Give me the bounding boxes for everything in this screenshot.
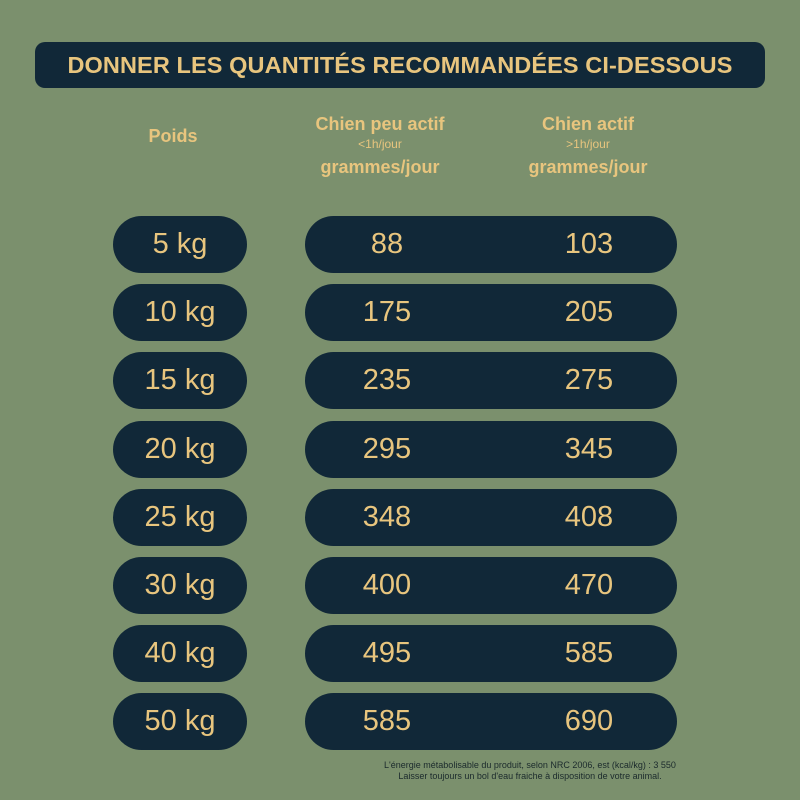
active-sub: >1h/jour bbox=[566, 137, 610, 151]
weight-value: 20 kg bbox=[144, 433, 216, 465]
table-row: 585 690 bbox=[305, 693, 677, 750]
weight-value: 40 kg bbox=[144, 637, 216, 669]
weight-header-label: Poids bbox=[148, 126, 198, 146]
low-activity-grams: 88 bbox=[370, 228, 404, 260]
table-row: 495 585 bbox=[305, 625, 677, 682]
weight-value: 25 kg bbox=[144, 501, 216, 533]
active-unit: grammes/jour bbox=[528, 157, 648, 177]
footnote-energy: L'énergie métabolisable du produit, selo… bbox=[384, 760, 676, 770]
weight-pill: 50 kg bbox=[113, 693, 247, 750]
weight-pill: 40 kg bbox=[113, 625, 247, 682]
table-row: 235 275 bbox=[305, 352, 677, 409]
weight-value: 30 kg bbox=[144, 569, 216, 601]
low-activity-grams: 495 bbox=[362, 637, 412, 669]
weight-pill: 15 kg bbox=[113, 352, 247, 409]
weight-pill: 5 kg bbox=[113, 216, 247, 273]
weight-value: 10 kg bbox=[144, 296, 216, 328]
active-grams: 205 bbox=[564, 296, 614, 328]
low-activity-grams: 400 bbox=[362, 569, 412, 601]
title-banner: DONNER LES QUANTITÉS RECOMMANDÉES CI-DES… bbox=[35, 42, 765, 88]
weight-pill: 10 kg bbox=[113, 284, 247, 341]
low-activity-grams: 295 bbox=[362, 433, 412, 465]
low-activity-unit: grammes/jour bbox=[320, 157, 440, 177]
table-row: 88 103 bbox=[305, 216, 677, 273]
low-activity-grams: 348 bbox=[362, 501, 412, 533]
weight-pill: 25 kg bbox=[113, 489, 247, 546]
column-header-active: Chien actif >1h/jour grammes/jour bbox=[508, 113, 668, 178]
active-label: Chien actif bbox=[541, 114, 634, 134]
column-header-low-activity: Chien peu actif <1h/jour grammes/jour bbox=[300, 113, 460, 178]
footnote: L'énergie métabolisable du produit, selo… bbox=[330, 760, 730, 782]
weight-value: 5 kg bbox=[152, 228, 208, 260]
weight-pill: 20 kg bbox=[113, 421, 247, 478]
column-header-weight: Poids bbox=[113, 125, 233, 147]
weight-value: 50 kg bbox=[144, 705, 216, 737]
table-row: 400 470 bbox=[305, 557, 677, 614]
active-grams: 103 bbox=[564, 228, 614, 260]
table-row: 348 408 bbox=[305, 489, 677, 546]
low-activity-grams: 175 bbox=[362, 296, 412, 328]
active-grams: 345 bbox=[564, 433, 614, 465]
page-title: DONNER LES QUANTITÉS RECOMMANDÉES CI-DES… bbox=[67, 51, 733, 78]
active-grams: 585 bbox=[564, 637, 614, 669]
active-grams: 690 bbox=[564, 705, 614, 737]
active-grams: 470 bbox=[564, 569, 614, 601]
active-grams: 408 bbox=[564, 501, 614, 533]
low-activity-sub: <1h/jour bbox=[358, 137, 402, 151]
low-activity-label: Chien peu actif bbox=[315, 114, 445, 134]
weight-value: 15 kg bbox=[144, 364, 216, 396]
low-activity-grams: 235 bbox=[362, 364, 412, 396]
table-row: 175 205 bbox=[305, 284, 677, 341]
low-activity-grams: 585 bbox=[362, 705, 412, 737]
weight-pill: 30 kg bbox=[113, 557, 247, 614]
table-row: 295 345 bbox=[305, 421, 677, 478]
footnote-water: Laisser toujours un bol d'eau fraiche à … bbox=[398, 771, 662, 781]
active-grams: 275 bbox=[564, 364, 614, 396]
